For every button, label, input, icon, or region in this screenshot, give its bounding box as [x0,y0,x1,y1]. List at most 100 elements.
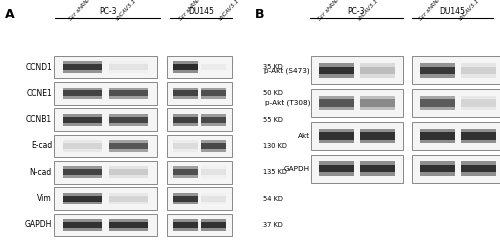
Bar [64,87,102,99]
Text: DU145: DU145 [188,7,214,16]
Bar [202,193,226,204]
Bar [202,117,226,123]
Bar [173,219,198,231]
Bar [64,166,102,178]
Text: Scr shRNA: Scr shRNA [178,0,203,22]
Text: PC-3: PC-3 [99,7,116,16]
Bar [167,214,232,236]
Bar [320,165,354,172]
Bar [202,90,226,96]
Bar [108,140,148,152]
Bar [108,166,148,178]
Bar [173,87,198,99]
Bar [108,61,148,73]
Text: 130 KD: 130 KD [263,143,287,149]
Bar [108,193,148,204]
Bar [64,193,102,204]
Bar [167,135,232,157]
Bar [167,56,232,79]
Bar [360,96,394,110]
Bar [108,143,148,149]
Bar [320,96,354,110]
Bar [420,100,455,107]
Bar [311,122,403,150]
Bar [54,161,157,184]
Bar [64,169,102,175]
Text: p-Akt (T308): p-Akt (T308) [264,100,310,106]
Bar [420,132,455,140]
Text: 55 KD: 55 KD [263,117,283,123]
Bar [461,96,496,110]
Text: Scr shRNA: Scr shRNA [418,0,442,22]
Bar [420,161,455,176]
Bar [412,56,500,84]
Bar [173,117,198,123]
Bar [108,196,148,201]
Bar [420,67,455,74]
Text: shCAV3.1: shCAV3.1 [357,0,380,22]
Bar [461,67,496,74]
Text: Scr shRNA: Scr shRNA [68,0,92,22]
Bar [167,187,232,210]
Bar [311,154,403,183]
Bar [360,100,394,107]
Bar [108,87,148,99]
Bar [202,222,226,228]
Bar [320,128,354,143]
Bar [320,100,354,107]
Bar [173,64,198,70]
Bar [173,166,198,178]
Bar [108,64,148,70]
Bar [64,61,102,73]
Text: GAPDH: GAPDH [24,220,52,229]
Bar [311,56,403,84]
Bar [108,219,148,231]
Text: Vim: Vim [37,194,52,203]
Bar [320,63,354,78]
Bar [64,140,102,152]
Text: CCNB1: CCNB1 [26,115,52,124]
Bar [173,169,198,175]
Bar [108,169,148,175]
Text: CCND1: CCND1 [25,63,52,72]
Bar [167,161,232,184]
Text: shCAV3.1: shCAV3.1 [115,0,138,22]
Bar [64,64,102,70]
Bar [173,143,198,149]
Bar [412,89,500,117]
Bar [420,96,455,110]
Text: 35 KD: 35 KD [263,64,283,70]
Bar [54,214,157,236]
Bar [360,128,394,143]
Text: 50 KD: 50 KD [263,90,283,96]
Bar [54,56,157,79]
Text: DU145: DU145 [440,7,466,16]
Bar [108,117,148,123]
Bar [64,90,102,96]
Bar [420,63,455,78]
Bar [420,165,455,172]
Bar [420,128,455,143]
Bar [54,82,157,105]
Bar [202,87,226,99]
Bar [202,61,226,73]
Text: A: A [5,8,15,21]
Bar [173,196,198,201]
Bar [173,114,198,126]
Bar [461,63,496,78]
Bar [173,61,198,73]
Text: N-cad: N-cad [30,168,52,177]
Bar [360,67,394,74]
Text: shCAV3.1: shCAV3.1 [218,0,241,22]
Bar [360,63,394,78]
Bar [64,117,102,123]
Text: GAPDH: GAPDH [284,166,310,172]
Bar [360,165,394,172]
Text: E-cad: E-cad [31,141,52,150]
Bar [202,196,226,201]
Bar [202,114,226,126]
Bar [461,132,496,140]
Text: Akt: Akt [298,133,310,139]
Bar [461,128,496,143]
Bar [202,140,226,152]
